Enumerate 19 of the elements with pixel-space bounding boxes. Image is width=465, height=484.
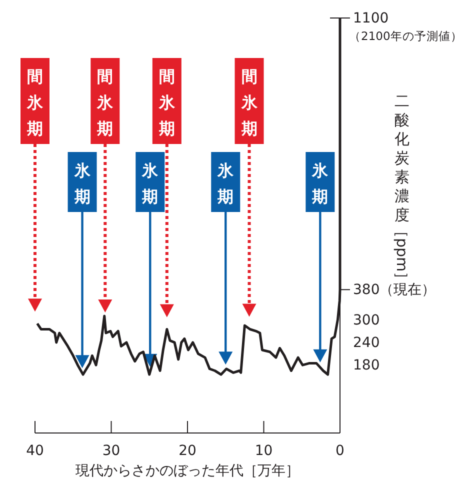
ref-line-label: 間氷期	[26, 67, 44, 138]
x-tick-label: 40	[26, 443, 44, 459]
ref-line-label: 氷期	[311, 161, 330, 206]
x-tick-label: 20	[178, 443, 196, 459]
y-tick-label: 300	[353, 312, 380, 328]
x-tick-label: 10	[254, 443, 273, 459]
ref-line-label: 間氷期	[96, 67, 114, 138]
ref-line-label: 氷期	[73, 161, 92, 206]
ref-line-label: 間氷期	[158, 67, 176, 138]
x-axis-title: 現代からさかのぼった年代［万年］	[76, 463, 300, 479]
y-tick-label: 1100	[353, 10, 389, 26]
y-tick-label: 240	[353, 334, 380, 351]
ref-line-label: 氷期	[216, 161, 235, 206]
ref-line-label: 氷期	[141, 161, 160, 206]
ref-line-label: 間氷期	[240, 67, 258, 138]
text: （2100年の予測値）	[349, 29, 462, 43]
x-tick-label: 30	[102, 443, 120, 459]
y-tick-label: 180	[353, 358, 380, 374]
x-tick-label: 0	[336, 443, 344, 459]
